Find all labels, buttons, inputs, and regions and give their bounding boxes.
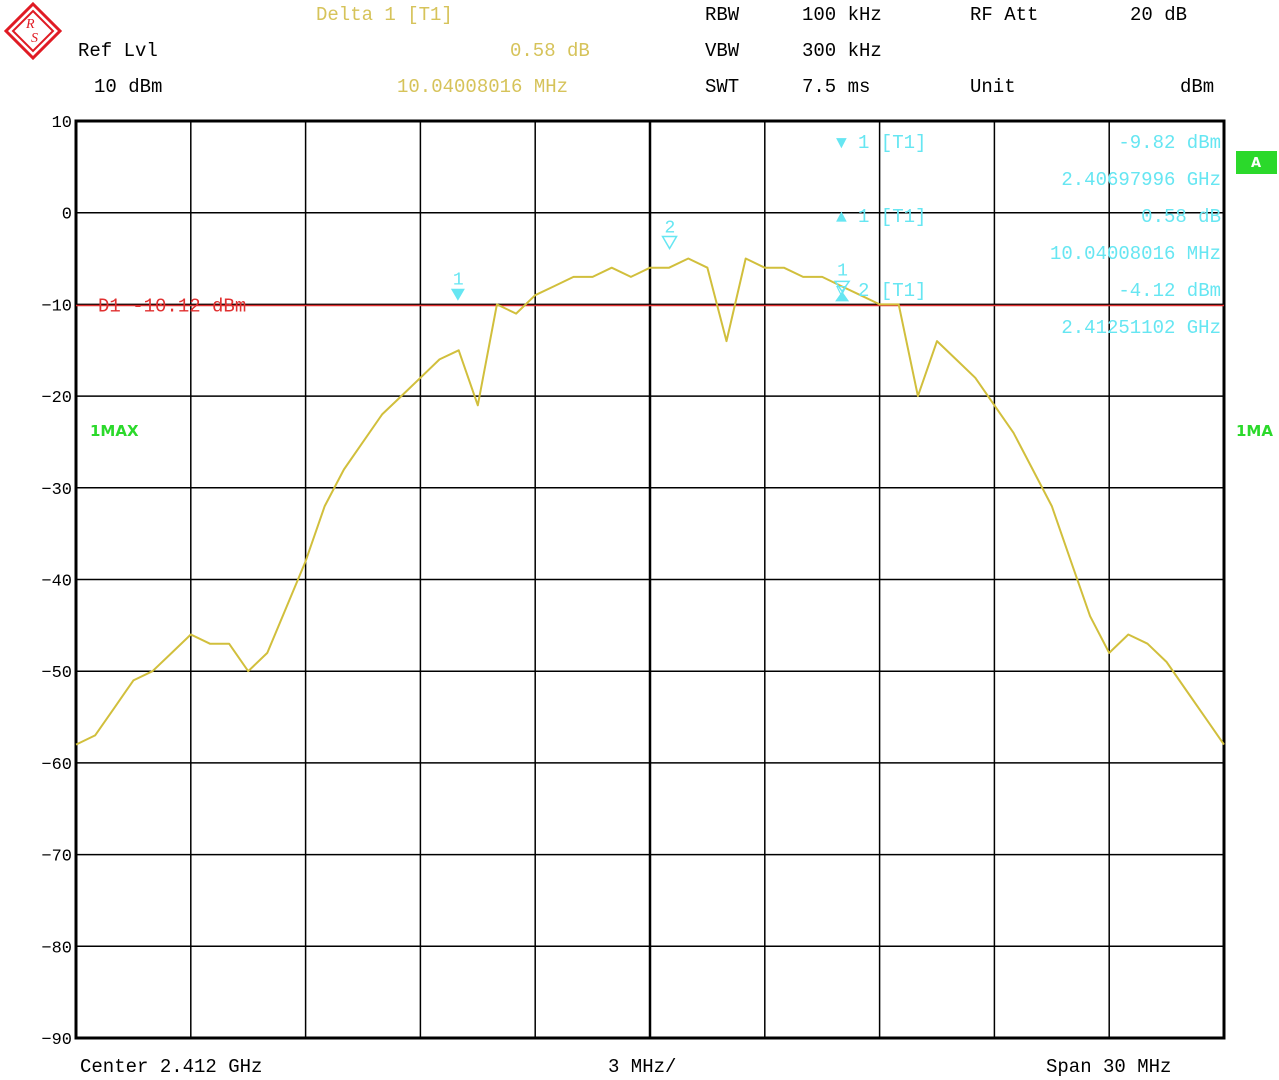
y-tick-label: 10 [52,114,72,133]
swt-label: SWT [705,76,740,98]
y-tick-label: −90 [41,1031,72,1050]
marker-info-symbol: ▲ [836,208,847,228]
delta-marker-value: 0.58 dB [510,40,590,62]
y-tick-labels: 10 0 −10 −20 −30 −40 −50 −60 −70 −80 −90 [41,114,72,1050]
marker-info-label: 1 [T1] [858,132,926,154]
y-tick-label: −10 [41,297,72,316]
vbw-value: 300 kHz [802,40,882,62]
swt-value: 7.5 ms [802,76,871,98]
trace-group [75,257,1225,746]
rbw-label: RBW [705,4,740,26]
center-frequency: Center 2.412 GHz [80,1056,263,1078]
rf-att-label: RF Att [970,4,1039,26]
rbw-value: 100 kHz [802,4,882,26]
marker-info-value: -4.12 dBm [1118,280,1221,302]
trace-a-badge-label: A [1251,156,1261,171]
ref-lvl-value: 10 dBm [94,76,163,98]
marker-info-symbol: ▽ [836,282,847,302]
marker-info-symbol: ▼ [836,134,847,154]
y-tick-label: −70 [41,848,72,867]
trace-line [75,257,1225,746]
trace-a-badge [1236,151,1277,174]
marker-info-value: -9.82 dBm [1118,132,1221,154]
svg-text:S: S [31,31,38,46]
marker-triangle [661,235,678,250]
marker-triangle [450,288,465,301]
marker-info-label: 1 [T1] [858,206,926,228]
delta-marker-title: Delta 1 [T1] [316,4,453,26]
marker-info-value: 0.58 dB [1141,206,1221,228]
frequency-per-division: 3 MHz/ [608,1056,677,1078]
y-tick-label: −30 [41,481,72,500]
marker-number: 1 [837,261,848,281]
rf-att-value: 20 dB [1130,4,1188,26]
markers-group: 1 2 1 [450,218,851,302]
y-tick-label: −20 [41,389,72,408]
trace-mode-right: 1MA [1236,422,1273,440]
ref-lvl-label: Ref Lvl [78,40,158,62]
grid [74,119,1226,1040]
rs-logo-icon: R S [4,2,62,60]
marker-number: 1 [453,271,464,291]
unit-label: Unit [970,76,1016,98]
svg-text:R: R [25,17,35,32]
marker-number: 2 [665,218,676,238]
marker-info-frequency: 2.40697996 GHz [1061,169,1221,191]
marker-info-frequency: 10.04008016 MHz [1050,243,1221,265]
marker-info-group: ▼ 1 [T1] -9.82 dBm 2.40697996 GHz ▲ 1 [T1] 0.5… [836,132,1221,339]
frequency-span: Span 30 MHz [1046,1056,1172,1078]
display-line-label: D1 -10.12 dBm [98,296,246,318]
display-line-group: D1 -10.12 dBm [76,296,1224,318]
marker-triangle [835,291,850,302]
marker-triangle [833,280,851,293]
delta-marker-freq: 10.04008016 MHz [397,76,569,98]
y-tick-label: −80 [41,939,72,958]
marker-info-frequency: 2.41251102 GHz [1061,317,1221,339]
unit-value: dBm [1180,76,1215,98]
marker-info-label: 2 [T1] [858,280,926,302]
y-tick-label: −60 [41,756,72,775]
side-labels: A 1MAX 1MA [90,151,1277,440]
y-tick-label: −50 [41,664,72,683]
y-tick-label: 0 [62,206,72,225]
vbw-label: VBW [705,40,740,62]
trace-mode-left: 1MAX [90,422,139,440]
y-tick-label: −40 [41,573,72,592]
